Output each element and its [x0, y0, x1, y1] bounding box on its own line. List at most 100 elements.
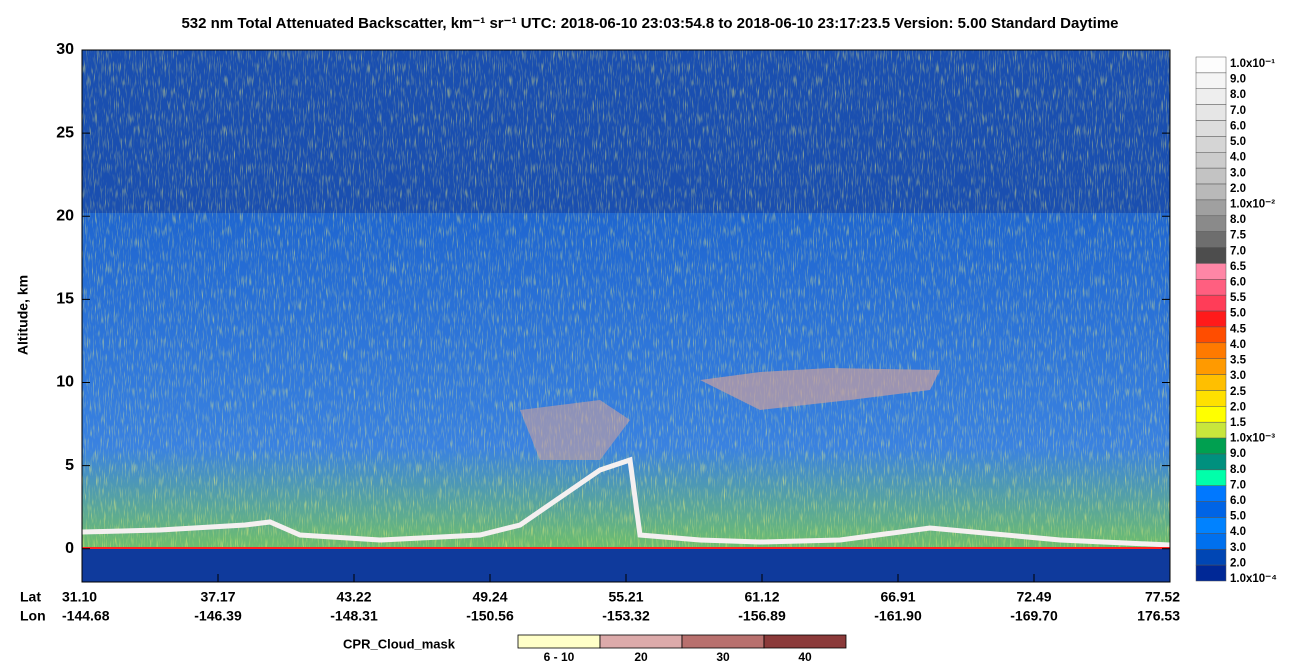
colorbar-swatch: [1195, 469, 1227, 486]
colorbar-swatch: [1195, 533, 1227, 550]
colorbar-label: 3.5: [1230, 355, 1247, 367]
colorbar-label: 6.0: [1230, 495, 1246, 507]
cirrus: [700, 368, 940, 410]
colorbar-label: 7.5: [1230, 230, 1247, 242]
colorbar-label: 2.5: [1230, 386, 1247, 398]
colorbar-label: 6.0: [1230, 120, 1246, 132]
lat-label: 43.22: [336, 589, 371, 605]
chart-title: 532 nm Total Attenuated Backscatter, km⁻…: [181, 15, 1118, 32]
legend-label: 40: [798, 650, 812, 664]
colorbar-swatch: [1195, 72, 1227, 90]
colorbar-label: 4.0: [1230, 339, 1246, 351]
y-tick-label: 15: [56, 291, 74, 308]
colorbar-label: 7.0: [1230, 105, 1246, 117]
y-tick-label: 0: [65, 540, 74, 557]
lat-label: 66.91: [880, 589, 915, 605]
colorbar-swatch: [1195, 485, 1227, 502]
legend-label: 20: [634, 650, 648, 664]
y-tick-label: 20: [56, 207, 74, 224]
legend-swatch: [599, 634, 683, 649]
colorbar-swatch: [1195, 215, 1227, 232]
colorbar-label: 6.0: [1230, 277, 1246, 289]
colorbar-label: 1.0x10⁻⁴: [1230, 573, 1277, 585]
lat-label: 55.21: [608, 589, 643, 605]
legend-swatch: [763, 634, 847, 649]
colorbar-swatch: [1195, 104, 1227, 121]
lat-label: 61.12: [744, 589, 779, 605]
lat-label: 31.10: [62, 589, 97, 605]
colorbar-label: 9.0: [1230, 448, 1246, 460]
colorbar-swatch: [1195, 247, 1227, 264]
colorbar-swatch: [1195, 517, 1227, 534]
colorbar-label: 4.5: [1230, 323, 1247, 335]
colorbar-swatch: [1195, 56, 1227, 74]
colorbar-swatch: [1195, 453, 1227, 471]
colorbar-label: 2.0: [1230, 401, 1246, 413]
colorbar-swatch: [1195, 421, 1227, 439]
colorbar-label: 5.5: [1230, 292, 1247, 304]
colorbar-swatch: [1195, 88, 1227, 105]
legend-swatch: [517, 634, 601, 649]
colorbar-label: 7.0: [1230, 479, 1246, 491]
lon-label: 176.53: [1137, 608, 1180, 624]
colorbar-label: 3.0: [1230, 370, 1246, 382]
y-tick-label: 30: [56, 41, 74, 58]
colorbar-swatch: [1195, 136, 1227, 153]
colorbar-label: 6.5: [1230, 261, 1247, 273]
colorbar-swatch: [1195, 199, 1227, 217]
legend-label: 30: [716, 650, 730, 664]
colorbar-label: 5.0: [1230, 136, 1246, 148]
cloud-trace: [81, 456, 1171, 548]
colorbar-label: 3.0: [1230, 167, 1246, 179]
colorbar-label: 4.0: [1230, 152, 1246, 164]
lon-label: -169.70: [1010, 608, 1058, 624]
colorbar-label: 2.0: [1230, 183, 1246, 195]
lat-label: 37.17: [200, 589, 235, 605]
colorbar-swatch: [1195, 120, 1227, 137]
lon-label: -146.39: [194, 608, 242, 624]
colorbar-label: 1.0x10⁻¹: [1230, 58, 1275, 70]
colorbar-swatch: [1195, 390, 1227, 407]
lon-label: -161.90: [874, 608, 922, 624]
x-row-label: Lat: [20, 589, 41, 605]
colorbar-label: 8.0: [1230, 89, 1246, 101]
colorbar-swatch: [1195, 263, 1227, 280]
colorbar-label: 1.5: [1230, 417, 1247, 429]
colorbar-swatch: [1195, 564, 1227, 582]
legend-label: 6 - 10: [544, 650, 575, 664]
colorbar-swatch: [1195, 342, 1227, 359]
colorbar-swatch: [1195, 183, 1227, 201]
colorbar-swatch: [1195, 406, 1227, 423]
legend-title: CPR_Cloud_mask: [343, 636, 456, 651]
y-tick-label: 10: [56, 374, 74, 391]
colorbar-swatch: [1195, 279, 1227, 296]
lat-label: 77.52: [1145, 589, 1180, 605]
colorbar-label: 2.0: [1230, 557, 1246, 569]
lon-label: -150.56: [466, 608, 514, 624]
legend-swatch: [681, 634, 765, 649]
colorbar-label: 5.0: [1230, 308, 1246, 320]
colorbar-label: 8.0: [1230, 464, 1246, 476]
colorbar-swatch: [1195, 152, 1227, 169]
colorbar-swatch: [1195, 294, 1227, 312]
y-tick-label: 25: [56, 124, 74, 141]
colorbar-label: 8.0: [1230, 214, 1246, 226]
colorbar-label: 4.0: [1230, 526, 1246, 538]
colorbar-label: 7.0: [1230, 245, 1246, 257]
colorbar-swatch: [1195, 326, 1227, 344]
colorbar-swatch: [1195, 548, 1227, 566]
colorbar-label: 5.0: [1230, 511, 1246, 523]
backscatter-image: [81, 50, 1171, 582]
colorbar-label: 1.0x10⁻²: [1230, 198, 1275, 210]
lon-label: -153.32: [602, 608, 650, 624]
colorbar-swatch: [1195, 501, 1227, 518]
colorbar-swatch: [1195, 310, 1227, 328]
x-row-label: Lon: [20, 608, 46, 624]
y-tick-label: 5: [65, 457, 74, 474]
lat-label: 72.49: [1016, 589, 1051, 605]
colorbar-swatch: [1195, 358, 1227, 375]
colorbar-swatch: [1195, 167, 1227, 185]
colorbar-swatch: [1195, 374, 1227, 391]
